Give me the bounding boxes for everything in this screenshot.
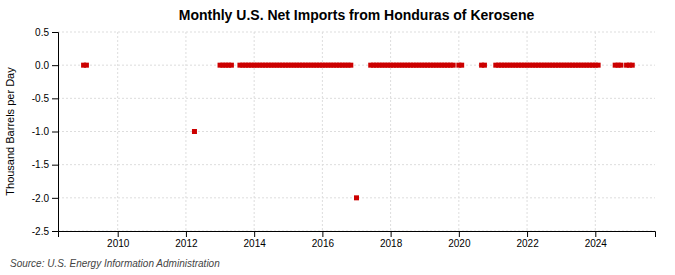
tick-label: -1.0	[32, 126, 50, 137]
grid-line	[58, 32, 655, 33]
y-axis-label: Thousand Barrels per Day	[4, 67, 16, 196]
grid-line	[322, 32, 323, 231]
tick-mark	[391, 231, 392, 237]
tick-mark	[459, 231, 460, 237]
tick-label: 2018	[380, 238, 403, 249]
grid	[58, 32, 655, 231]
tick: -2.0	[32, 193, 58, 204]
tick: 0.5	[35, 27, 58, 38]
tick-mark	[52, 231, 58, 232]
tick-label: -1.5	[32, 159, 50, 170]
point	[459, 63, 464, 68]
tick-mark	[186, 231, 187, 237]
tick: 2022	[516, 231, 539, 249]
grid-line	[58, 131, 655, 132]
tick-label: 2020	[448, 238, 471, 249]
point	[354, 195, 359, 200]
tick-label: -0.5	[32, 93, 50, 104]
tick-mark	[595, 231, 596, 237]
tick-mark	[527, 231, 528, 237]
tick-label: 2014	[244, 238, 267, 249]
tick-label: 2010	[107, 238, 130, 249]
tick-label: 0.5	[35, 27, 49, 38]
tick-mark	[254, 231, 255, 237]
plot: 2010 2012 2014 2016 2018 2020 2022 2024 0.5 0.0 -0…	[32, 27, 656, 249]
point	[618, 63, 623, 68]
y-axis: 0.5 0.0 -0.5 -1.0 -1.5 -2.0 -2.5	[32, 27, 59, 237]
tick: 0.0	[35, 60, 58, 71]
tick: 2020	[448, 231, 471, 249]
tick-mark	[52, 32, 58, 33]
tick-mark	[322, 231, 323, 237]
grid-line	[185, 32, 186, 231]
tick-label: 2024	[585, 238, 608, 249]
source: Source: U.S. Energy Information Administ…	[10, 258, 220, 269]
tick: 2016	[312, 231, 335, 249]
tick-mark	[52, 198, 58, 199]
grid-line	[595, 32, 596, 231]
point	[348, 63, 353, 68]
tick: 2010	[107, 231, 130, 249]
tick-label: -2.0	[32, 193, 50, 204]
points	[81, 63, 635, 201]
tick: 2024	[585, 231, 608, 249]
grid-line	[527, 32, 528, 231]
tick-label: 0.0	[35, 60, 49, 71]
point	[630, 63, 635, 68]
tick: -2.5	[32, 226, 58, 237]
tick-label: 2012	[175, 238, 198, 249]
tick-mark	[52, 98, 58, 99]
point	[192, 129, 197, 134]
tick: 2014	[244, 231, 267, 249]
tick: 2018	[380, 231, 403, 249]
tick-label: -2.5	[32, 226, 50, 237]
tick-mark	[52, 65, 58, 66]
tick: 2012	[175, 231, 198, 249]
point	[596, 63, 601, 68]
chart: 2010 2012 2014 2016 2018 2020 2022 2024 0.5 0.0 -0…	[0, 0, 675, 275]
point	[84, 63, 89, 68]
tick: -1.0	[32, 126, 58, 137]
tick-mark	[52, 132, 58, 133]
tick: -1.5	[32, 159, 58, 170]
point	[451, 63, 456, 68]
tick-label: 2022	[516, 238, 539, 249]
title: Monthly U.S. Net Imports from Honduras o…	[179, 7, 535, 23]
grid-line	[117, 32, 118, 231]
axis-line	[59, 232, 656, 238]
grid-line	[58, 164, 655, 165]
point	[229, 63, 234, 68]
tick: -0.5	[32, 93, 58, 104]
tick-label: 2016	[312, 238, 335, 249]
tick-mark	[52, 165, 58, 166]
grid-line	[458, 32, 459, 231]
tick-mark	[118, 231, 119, 237]
x-axis: 2010 2012 2014 2016 2018 2020 2022 2024	[59, 231, 656, 249]
axis-line	[52, 33, 59, 232]
grid-line	[390, 32, 391, 231]
grid-line	[58, 98, 655, 99]
point	[482, 63, 487, 68]
grid-line	[254, 32, 255, 231]
